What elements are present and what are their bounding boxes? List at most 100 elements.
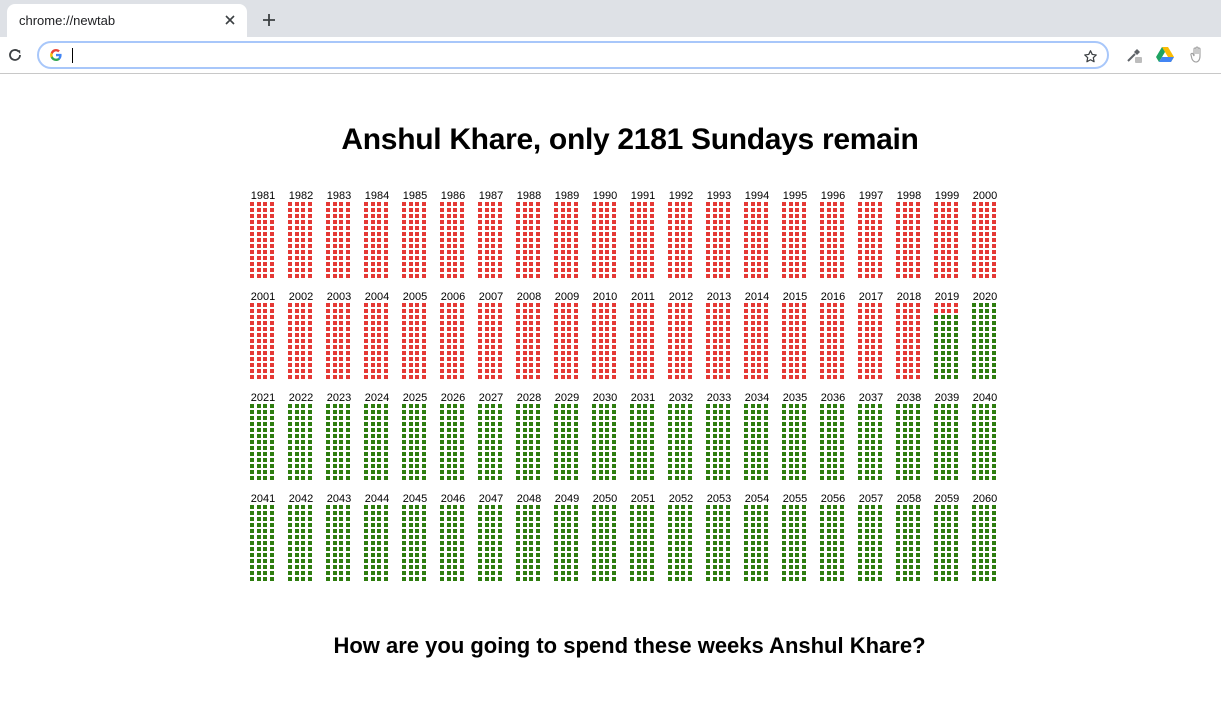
week-cell [972, 517, 976, 521]
week-cell [523, 428, 527, 432]
week-cell [865, 547, 869, 551]
week-cell [415, 351, 419, 355]
eyedropper-icon[interactable] [1124, 45, 1144, 65]
week-cell [865, 303, 869, 307]
week-cell [536, 250, 540, 254]
week-cell [681, 262, 685, 266]
week-cell [440, 410, 444, 414]
week-cell [567, 470, 571, 474]
week-cell [523, 565, 527, 569]
reload-icon[interactable] [5, 45, 25, 65]
week-cell [916, 416, 920, 420]
week-cell [447, 410, 451, 414]
week-cell [453, 410, 457, 414]
week-cell [744, 303, 748, 307]
close-icon[interactable] [221, 11, 239, 29]
week-cell [878, 440, 882, 444]
week-cell [257, 357, 261, 361]
week-cell [308, 511, 312, 515]
week-cell [295, 262, 299, 266]
week-cell [916, 428, 920, 432]
star-icon[interactable] [1081, 47, 1099, 65]
week-cell [447, 458, 451, 462]
plus-icon[interactable] [258, 9, 280, 31]
week-cell [903, 232, 907, 236]
week-cell [934, 458, 938, 462]
week-cell [650, 327, 654, 331]
week-cell [257, 416, 261, 420]
week-cell [422, 428, 426, 432]
week-cell [751, 238, 755, 242]
week-cell [554, 464, 558, 468]
week-cell [726, 202, 730, 206]
hand-icon[interactable] [1187, 45, 1207, 65]
week-cell [726, 333, 730, 337]
week-cell [909, 553, 913, 557]
week-cell [574, 529, 578, 533]
week-cell [422, 565, 426, 569]
week-cell [453, 440, 457, 444]
week-cell [878, 523, 882, 527]
week-cell [871, 369, 875, 373]
omnibox[interactable] [37, 41, 1109, 69]
week-cell [833, 268, 837, 272]
week-cell [726, 262, 730, 266]
week-cell [333, 375, 337, 379]
week-cell [384, 268, 388, 272]
week-cell [947, 315, 951, 319]
week-cell [440, 529, 444, 533]
week-cell [681, 547, 685, 551]
week-cell [440, 226, 444, 230]
week-cell [972, 369, 976, 373]
week-cell [516, 256, 520, 260]
week-cell [726, 369, 730, 373]
week-cell [802, 410, 806, 414]
week-cell [650, 470, 654, 474]
week-cell [288, 505, 292, 509]
week-cell [896, 309, 900, 313]
omnibox-input[interactable] [70, 46, 1050, 64]
week-cell [751, 428, 755, 432]
week-cell [871, 547, 875, 551]
year-label: 2039 [934, 392, 960, 404]
google-drive-icon[interactable] [1155, 45, 1175, 65]
week-cell [789, 232, 793, 236]
week-cell [257, 511, 261, 515]
week-cell [257, 303, 261, 307]
week-cell [675, 274, 679, 278]
year-label: 2023 [326, 392, 352, 404]
week-cell [460, 363, 464, 367]
week-cell [364, 220, 368, 224]
week-cell [979, 339, 983, 343]
tab-newtab[interactable]: chrome://newtab [7, 4, 247, 37]
week-cell [992, 470, 996, 474]
week-cell [827, 345, 831, 349]
week-cell [916, 517, 920, 521]
week-cell [567, 571, 571, 575]
week-cell [979, 303, 983, 307]
week-cell [903, 268, 907, 272]
week-cell [554, 458, 558, 462]
week-cell [339, 458, 343, 462]
week-cell [985, 357, 989, 361]
week-cell [447, 404, 451, 408]
week-cell [529, 303, 533, 307]
week-cell [675, 416, 679, 420]
week-cell [630, 565, 634, 569]
week-cell [288, 268, 292, 272]
week-cell [650, 553, 654, 557]
week-cell [371, 428, 375, 432]
week-cell [916, 446, 920, 450]
week-cell [840, 577, 844, 581]
week-cell [903, 434, 907, 438]
week-cell [326, 363, 330, 367]
week-cell [384, 577, 388, 581]
week-cell [612, 464, 616, 468]
week-cell [840, 571, 844, 575]
week-cell [675, 321, 679, 325]
week-cell [675, 244, 679, 248]
week-cell [308, 232, 312, 236]
week-cell [954, 232, 958, 236]
week-cell [529, 559, 533, 563]
week-cell [326, 303, 330, 307]
